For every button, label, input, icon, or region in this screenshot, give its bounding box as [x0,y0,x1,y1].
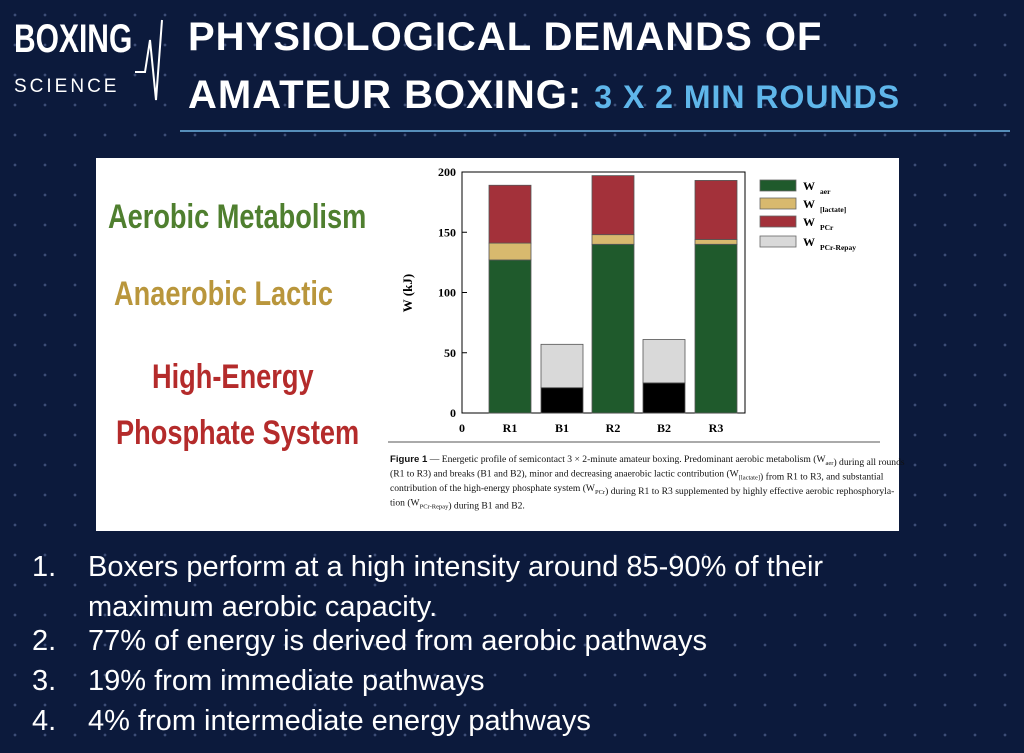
list-text: 77% of energy is derived from aerobic pa… [88,625,707,657]
y-tick-label: 100 [438,286,456,300]
caption-label: Figure 1 [390,454,428,465]
bar-segment [694,239,738,245]
caption-text: ) during R1 to R3 supplemented by highly… [605,486,894,497]
list-text: 19% from immediate pathways [88,665,485,697]
x-tick-label: R3 [709,421,724,435]
y-tick-label: 150 [438,225,456,239]
caption-text: ) from R1 to R3, and substantial [760,472,884,483]
y-tick-label: 200 [438,165,456,179]
label-lactic: Anaerobic Lactic [114,274,333,313]
bar-segment [488,242,532,261]
title-line2: AMATEUR BOXING: 3 X 2 MIN ROUNDS [188,73,900,117]
bar-segment [591,234,635,245]
list-marker: 4. [32,705,56,737]
legend-subscript: aer [820,187,831,196]
bar-segment [488,259,532,414]
caption-subscript: aer [826,460,835,467]
caption-text: (R1 to R3) and breaks (B1 and B2), minor… [390,469,740,480]
logo-top: BOXING [14,17,132,61]
caption-subscript: [lactate] [739,475,760,482]
list-marker: 1. [32,551,56,583]
y-tick-label: 50 [444,346,456,360]
list-text: Boxers perform at a high intensity aroun… [88,551,823,583]
list-marker: 2. [32,625,56,657]
legend-swatch [759,179,797,192]
caption-subscript: PCr [595,489,606,496]
x-tick-label: B1 [555,421,569,435]
legend-subscript: PCr-Repay [820,243,856,252]
caption-subscript: PCr-Repay [420,504,450,511]
bar-segment [540,343,584,389]
list-text: maximum aerobic capacity. [88,591,437,623]
caption-line: (R1 to R3) and breaks (B1 and B2), minor… [390,469,884,483]
bar-segment [642,339,686,384]
bar-segment [591,243,635,414]
x-tick-label: R1 [503,421,518,435]
logo-bottom: SCIENCE [14,76,119,97]
bar-segment [591,175,635,236]
x-tick-label: R2 [606,421,621,435]
legend-label: W [803,179,815,193]
title-main: AMATEUR BOXING: [188,73,582,117]
label-phosphate: Phosphate System [116,413,359,452]
legend-label: W [803,235,815,249]
legend-swatch [759,197,797,210]
caption-line: tion (WPCr-Repay) during B1 and B2. [390,498,525,512]
bar-segment [540,387,584,414]
caption-text: ) during all rounds [833,457,904,468]
bar-segment [642,382,686,414]
legend-subscript: [lactate] [820,205,846,214]
list-text: 4% from intermediate energy pathways [88,705,591,737]
y-tick-label: 0 [450,406,456,420]
caption-text: — Energetic profile of semicontact 3 × 2… [427,454,826,465]
caption-text: tion (W [390,498,421,509]
y-axis-label: W (kJ) [400,274,415,312]
bar-segment [488,184,532,244]
x-tick-label: B2 [657,421,671,435]
caption-text: contribution of the high-energy phosphat… [390,483,596,494]
legend-label: W [803,215,815,229]
legend-swatch [759,215,797,228]
label-aerobic: Aerobic Metabolism [108,197,366,236]
title-highlight: 3 X 2 MIN ROUNDS [594,79,900,115]
legend-label: W [803,197,815,211]
caption-text: ) during B1 and B2. [448,501,524,512]
bar-segment [694,180,738,240]
x-origin-label: 0 [459,421,465,435]
legend-swatch [759,235,797,248]
caption-line: Figure 1 — Energetic profile of semicont… [390,454,905,468]
list-marker: 3. [32,665,56,697]
bar-segment [694,243,738,414]
logo-pulse [135,19,163,101]
caption-line: contribution of the high-energy phosphat… [390,483,894,497]
legend-subscript: PCr [820,223,834,232]
title-line1: PHYSIOLOGICAL DEMANDS OF [188,15,822,59]
label-phosphate: High-Energy [152,357,314,396]
